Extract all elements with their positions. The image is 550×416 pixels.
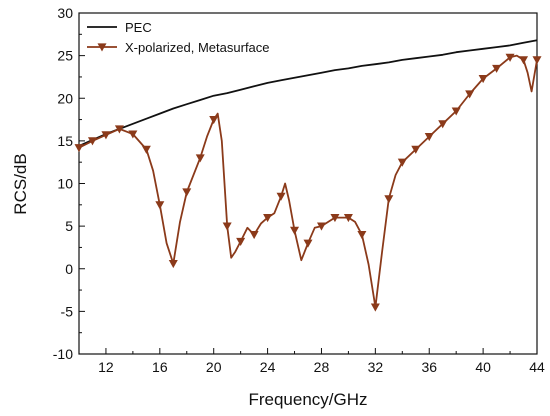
data-point	[114, 125, 124, 134]
x-tick-label: 16	[152, 359, 168, 375]
data-point	[357, 231, 367, 240]
y-tick-label: 20	[57, 90, 73, 106]
data-point	[168, 260, 178, 269]
legend-marker	[97, 43, 107, 52]
data-point	[492, 64, 502, 73]
data-point	[249, 231, 259, 240]
data-point	[384, 195, 394, 204]
data-point	[155, 201, 165, 210]
y-tick-label: 25	[57, 48, 73, 64]
data-point	[451, 107, 461, 116]
axis-ticks	[78, 12, 538, 355]
y-tick-label: -10	[53, 346, 73, 362]
y-tick-label: 30	[57, 5, 73, 21]
x-tick-label: 20	[206, 359, 222, 375]
x-tick-label: 12	[98, 359, 114, 375]
data-point	[263, 214, 273, 223]
y-tick-label: 5	[65, 218, 73, 234]
y-axis-title: RCS/dB	[11, 153, 30, 214]
x-tick-label: 32	[368, 359, 384, 375]
data-point	[74, 144, 84, 153]
plot-frame	[78, 12, 538, 355]
data-point	[316, 222, 326, 231]
x-tick-label: 36	[421, 359, 437, 375]
data-point	[478, 75, 488, 84]
data-point	[195, 154, 205, 163]
data-point	[276, 192, 286, 201]
x-tick-label: 24	[260, 359, 276, 375]
data-point	[465, 90, 475, 99]
y-tick-label: -5	[61, 303, 74, 319]
y-tick-label: 15	[57, 133, 73, 149]
data-point	[236, 237, 246, 246]
data-point	[128, 130, 138, 139]
data-point	[303, 239, 313, 248]
data-point	[222, 222, 232, 231]
legend-label: PEC	[125, 20, 152, 35]
data-point	[519, 56, 529, 65]
data-point	[370, 303, 380, 312]
data-point	[290, 226, 300, 235]
data-point	[505, 53, 515, 62]
data-point	[424, 133, 434, 142]
x-tick-label: 44	[529, 359, 545, 375]
data-point	[141, 145, 151, 154]
legend: PEC X-polarized, Metasurface	[87, 20, 270, 55]
axis-tick-labels: 12 16 20 24 28 32 36 40 44 -10 -5 0 5 10 15 20 25 30	[53, 5, 545, 375]
legend-label: X-polarized, Metasurface	[125, 40, 270, 55]
data-point	[411, 145, 421, 154]
data-point	[343, 214, 353, 223]
y-tick-label: 0	[65, 261, 73, 277]
x-tick-label: 40	[475, 359, 491, 375]
data-point	[397, 158, 407, 167]
data-point	[438, 120, 448, 129]
data-point	[209, 115, 219, 125]
series-line-0	[78, 39, 538, 147]
data-point	[182, 188, 192, 197]
y-tick-label: 10	[57, 176, 73, 192]
x-axis-title: Frequency/GHz	[248, 390, 367, 409]
data-point	[330, 214, 340, 223]
data-point	[532, 56, 542, 65]
data-point	[101, 131, 111, 140]
series-layer	[74, 39, 542, 312]
x-tick-label: 28	[314, 359, 330, 375]
data-point	[87, 137, 97, 146]
